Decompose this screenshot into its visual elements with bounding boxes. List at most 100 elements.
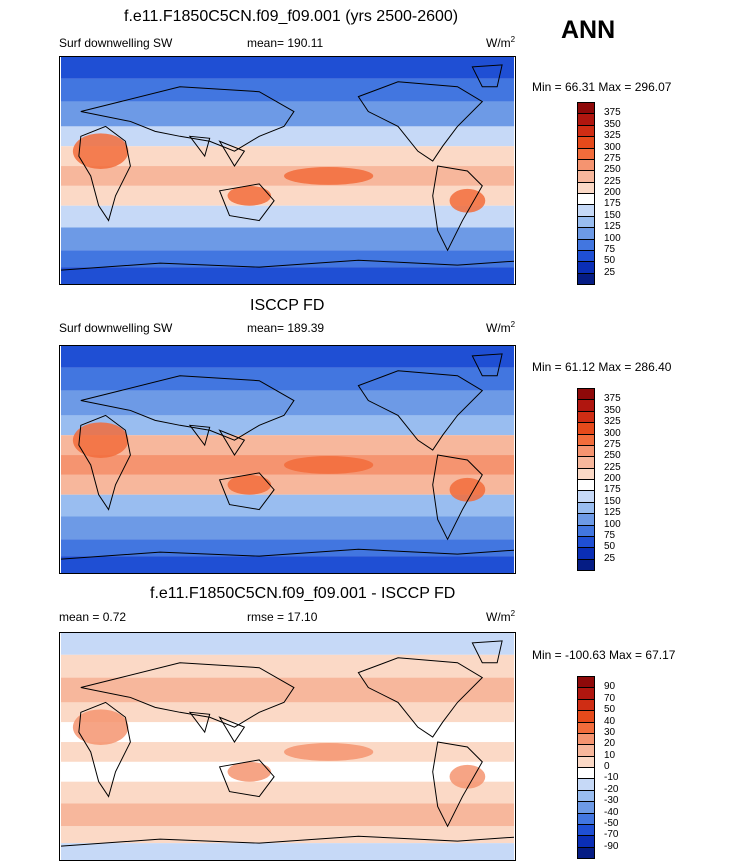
- coastline: [432, 741, 483, 828]
- map-field-band: [60, 702, 515, 723]
- panel-1-unit-label: W/m2: [486, 35, 516, 51]
- colorbar-tick-label: 300: [604, 141, 621, 153]
- colorbar-tick-label: 375: [604, 107, 621, 119]
- coastline: [188, 711, 246, 743]
- panel-2-mean-label: mean= 189.39: [247, 321, 325, 335]
- map-field-band: [60, 803, 515, 827]
- coastline: [78, 125, 131, 222]
- map-field-band: [60, 205, 515, 228]
- colorbar-tick-label: 10: [604, 749, 616, 761]
- colorbar-tick-label: 50: [604, 255, 616, 267]
- panel-1-minmax-label: Min = 66.31 Max = 296.07: [532, 80, 672, 94]
- colorbar-tick-label: -90: [604, 840, 619, 852]
- colorbar-tick-label: 250: [604, 164, 621, 176]
- map-field-band: [60, 654, 515, 678]
- panel-3-unit-label: W/m2: [486, 609, 516, 625]
- coastline: [60, 548, 515, 560]
- map-field-band: [60, 185, 515, 206]
- panel-3-rmse-label: rmse = 17.10: [247, 610, 318, 624]
- panel-2-title: ISCCP FD: [250, 297, 325, 314]
- colorbar-tick-label: 0: [604, 761, 610, 772]
- map-field-band: [60, 539, 515, 557]
- map-field-band: [60, 57, 515, 79]
- colorbar-tick-label: 325: [604, 130, 621, 142]
- coastline: [80, 662, 295, 728]
- coastline: [357, 657, 484, 738]
- map-field-blob: [449, 477, 486, 502]
- map-canvas: [60, 57, 515, 284]
- colorbar-tick-label: 275: [604, 152, 621, 164]
- panel-1-map: [59, 56, 516, 285]
- map-field-band: [60, 494, 515, 517]
- map-field-band: [60, 415, 515, 436]
- colorbar-tick-label: 350: [604, 404, 621, 416]
- map-field-blob: [284, 743, 374, 761]
- colorbar-tick-label: 25: [604, 552, 616, 564]
- coastline: [80, 375, 295, 441]
- colorbar-tick-label: 50: [604, 541, 616, 553]
- map-field-band: [60, 556, 515, 573]
- coastline: [188, 135, 246, 167]
- colorbar-tick-label: -70: [604, 829, 619, 841]
- coastline: [80, 86, 295, 152]
- coastline: [218, 759, 275, 798]
- colorbar-tick-label: 375: [604, 393, 621, 405]
- coastline: [60, 259, 515, 271]
- coastline: [357, 81, 484, 162]
- map-field-band: [60, 761, 515, 782]
- map-field-blob: [284, 167, 374, 185]
- map-canvas: [60, 346, 515, 573]
- colorbar-tick-label: 25: [604, 266, 616, 278]
- map-field-band: [60, 474, 515, 495]
- map-field-blob: [284, 456, 374, 474]
- colorbar-tick-label: 100: [604, 518, 621, 530]
- colorbar-tick-label: 70: [604, 692, 616, 704]
- colorbar-tick-label: 150: [604, 495, 621, 507]
- colorbar-tick-label: 20: [604, 738, 616, 750]
- coastline: [471, 64, 503, 88]
- colorbar-tick-label: 325: [604, 416, 621, 428]
- coastline: [432, 454, 483, 541]
- colorbar-tick-label: -10: [604, 772, 619, 784]
- map-field-band: [60, 146, 515, 167]
- map-field-band: [60, 722, 515, 743]
- colorbar-tick-label: 350: [604, 118, 621, 130]
- colorbar-tick-label: 175: [604, 198, 621, 210]
- map-field-band: [60, 227, 515, 251]
- panel-2-minmax-label: Min = 61.12 Max = 286.40: [532, 360, 672, 374]
- coastline: [218, 472, 275, 511]
- map-field-blob: [227, 474, 272, 495]
- map-field-band: [60, 367, 515, 391]
- coastline: [471, 640, 503, 664]
- map-field-blob: [449, 188, 486, 213]
- coastline: [357, 370, 484, 451]
- colorbar-tick-label: 75: [604, 243, 616, 255]
- map-field-blob: [72, 133, 129, 170]
- panel-3-map: [59, 632, 516, 861]
- map-field-band: [60, 677, 515, 703]
- colorbar-tick-label: -30: [604, 795, 619, 807]
- map-field-band: [60, 346, 515, 368]
- coastline: [218, 183, 275, 222]
- colorbar-tick-label: 300: [604, 427, 621, 439]
- colorbar-tick-label: 250: [604, 450, 621, 462]
- coastline: [60, 835, 515, 847]
- panel-3-title: f.e11.F1850C5CN.f09_f09.001 - ISCCP FD: [150, 585, 456, 602]
- colorbar-tick-label: 225: [604, 461, 621, 473]
- map-field-band: [60, 516, 515, 540]
- panel-2-unit-label: W/m2: [486, 320, 516, 336]
- colorbar-tick-label: 150: [604, 209, 621, 221]
- map-canvas: [60, 633, 515, 860]
- colorbar-tick-label: 30: [604, 726, 616, 738]
- colorbar-tick-label: -20: [604, 783, 619, 795]
- coastline: [188, 424, 246, 456]
- map-field-band: [60, 781, 515, 804]
- colorbar-tick-label: 40: [604, 715, 616, 727]
- map-field-band: [60, 633, 515, 655]
- colorbar-swatch: [577, 558, 595, 571]
- colorbar-tick-label: -40: [604, 806, 619, 818]
- colorbar-tick-label: 200: [604, 473, 621, 484]
- panel-3-mean-label: mean = 0.72: [59, 610, 127, 624]
- coastline: [432, 165, 483, 252]
- coastline: [471, 353, 503, 377]
